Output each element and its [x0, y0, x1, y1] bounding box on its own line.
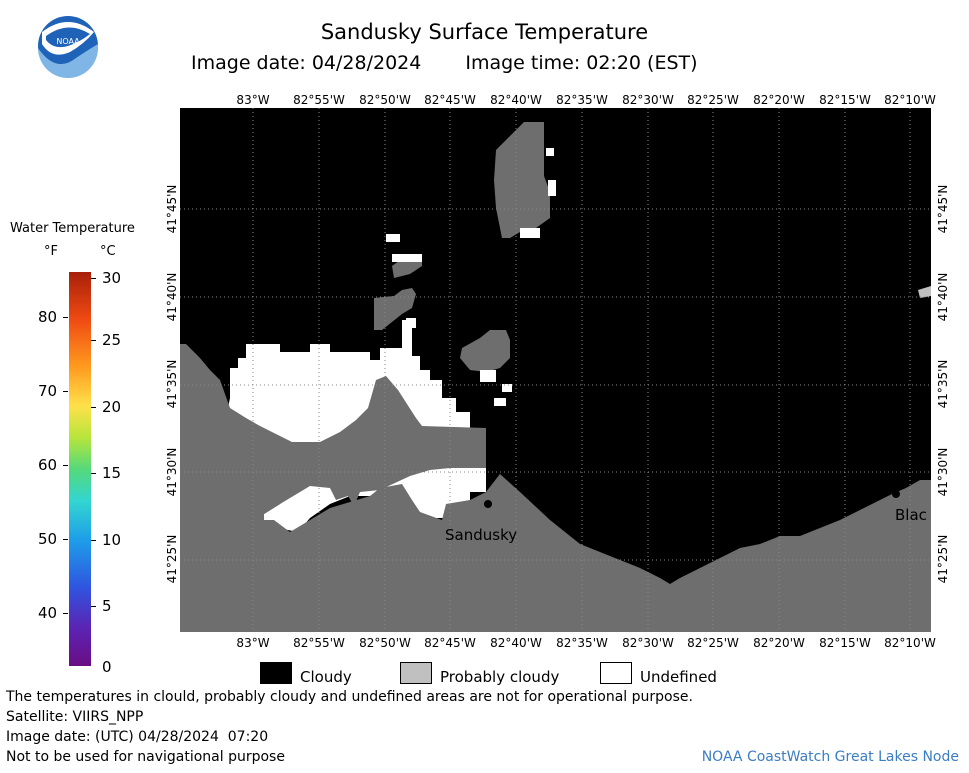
- lon-label-top: 82°40'W: [490, 93, 542, 107]
- celsius-tick: 5: [102, 597, 112, 615]
- fahrenheit-tick: 80: [38, 308, 58, 326]
- lat-label-left: 41°45'N: [165, 184, 179, 234]
- tick-mark: [63, 539, 68, 540]
- city-label-edge: Blac: [895, 506, 927, 524]
- color-scale-bar: [69, 272, 91, 666]
- color-scale-title: Water Temperature: [10, 221, 135, 236]
- lon-label-bottom: 82°25'W: [687, 636, 739, 650]
- satellite-text: Satellite: VIIRS_NPP: [6, 709, 144, 725]
- undefined-speck: [494, 398, 506, 406]
- city-label-sandusky: Sandusky: [445, 526, 518, 544]
- lon-label-top: 82°20'W: [753, 93, 805, 107]
- undefined-speck: [386, 234, 400, 242]
- unit-fahrenheit: °F: [44, 244, 58, 259]
- fahrenheit-tick: 60: [38, 456, 58, 474]
- tick-mark: [91, 606, 96, 607]
- celsius-tick: 10: [102, 531, 122, 549]
- lat-label-left: 41°30'N: [165, 447, 179, 497]
- legend-label-undefined: Undefined: [640, 668, 717, 686]
- tick-mark: [91, 278, 96, 279]
- image-date: Image date: 04/28/2024: [191, 52, 422, 74]
- island-edge-right: [918, 286, 931, 298]
- credit-link[interactable]: NOAA CoastWatch Great Lakes Node: [701, 749, 959, 765]
- celsius-tick: 15: [102, 464, 122, 482]
- tick-mark: [63, 391, 68, 392]
- navigation-note: Not to be used for navigational purpose: [6, 749, 285, 765]
- fahrenheit-tick: 50: [38, 530, 58, 548]
- lon-label-top: 82°15'W: [819, 93, 871, 107]
- lon-label-bottom: 82°35'W: [556, 636, 608, 650]
- lon-label-bottom: 83°W: [236, 636, 270, 650]
- lon-label-top: 82°55'W: [293, 93, 345, 107]
- tick-mark: [91, 540, 96, 541]
- legend-swatch-cloudy: [260, 662, 292, 684]
- celsius-tick: 20: [102, 398, 122, 416]
- lon-label-bottom: 82°20'W: [753, 636, 805, 650]
- lon-label-bottom: 82°15'W: [819, 636, 871, 650]
- temperature-map: Sandusky Blac: [180, 108, 931, 632]
- lat-label-left: 41°35'N: [165, 359, 179, 409]
- land-region: [180, 344, 931, 632]
- tick-mark: [91, 473, 96, 474]
- legend-label-cloudy: Cloudy: [300, 668, 352, 686]
- island-north-bass: [374, 288, 416, 330]
- lon-label-top: 82°10'W: [884, 93, 936, 107]
- lon-label-bottom: 82°30'W: [622, 636, 674, 650]
- tick-mark: [63, 613, 68, 614]
- tick-mark: [63, 465, 68, 466]
- lon-label-top: 82°50'W: [359, 93, 411, 107]
- map-svg: [180, 108, 931, 632]
- lat-label-right: 41°45'N: [936, 184, 950, 234]
- lat-label-right: 41°35'N: [936, 359, 950, 409]
- image-time: Image time: 02:20 (EST): [465, 52, 698, 74]
- lon-label-top: 82°45'W: [424, 93, 476, 107]
- utc-date-text: Image date: (UTC) 04/28/2024 07:20: [6, 729, 269, 745]
- tick-mark: [63, 317, 68, 318]
- noaa-logo-icon: NOAA: [38, 16, 98, 78]
- celsius-tick: 25: [102, 331, 122, 349]
- lon-label-bottom: 82°40'W: [490, 636, 542, 650]
- fahrenheit-tick: 70: [38, 382, 58, 400]
- legend-swatch-probably-cloudy: [400, 662, 432, 684]
- noaa-logo-text: NOAA: [56, 37, 80, 46]
- graticule: [180, 108, 931, 632]
- legend-swatch-undefined: [600, 662, 632, 684]
- lat-label-right: 41°30'N: [936, 447, 950, 497]
- undefined-speck: [520, 228, 540, 238]
- page-title: Sandusky Surface Temperature: [320, 20, 649, 44]
- undefined-speck: [480, 370, 496, 382]
- lon-label-top: 83°W: [236, 93, 270, 107]
- lon-label-bottom: 82°10'W: [884, 636, 936, 650]
- celsius-tick: 0: [102, 658, 112, 676]
- undefined-speck: [392, 254, 422, 262]
- unit-celsius: °C: [100, 244, 116, 259]
- lon-label-top: 82°30'W: [622, 93, 674, 107]
- fahrenheit-tick: 40: [38, 604, 58, 622]
- tick-mark: [91, 340, 96, 341]
- legend-label-probably-cloudy: Probably cloudy: [440, 668, 560, 686]
- undefined-speck: [546, 148, 554, 156]
- city-marker-icon: [484, 500, 492, 508]
- image-date-time: Image date: 04/28/2024 Image time: 02:20 …: [191, 52, 698, 74]
- lat-label-left: 41°40'N: [165, 272, 179, 322]
- undefined-speck: [406, 318, 416, 328]
- tick-mark: [91, 407, 96, 408]
- lon-label-bottom: 82°50'W: [359, 636, 411, 650]
- celsius-tick: 30: [102, 269, 122, 287]
- lat-label-right: 41°40'N: [936, 272, 950, 322]
- lon-label-top: 82°35'W: [556, 93, 608, 107]
- undefined-speck: [548, 180, 556, 196]
- city-marker-icon: [892, 490, 900, 498]
- lon-label-bottom: 82°45'W: [424, 636, 476, 650]
- lat-label-right: 41°25'N: [936, 534, 950, 584]
- disclaimer-text: The temperatures in clould, probably clo…: [6, 689, 693, 705]
- lon-label-top: 82°25'W: [687, 93, 739, 107]
- island-bass: [460, 330, 510, 372]
- lon-label-bottom: 82°55'W: [293, 636, 345, 650]
- undefined-speck: [502, 384, 512, 392]
- lat-label-left: 41°25'N: [165, 534, 179, 584]
